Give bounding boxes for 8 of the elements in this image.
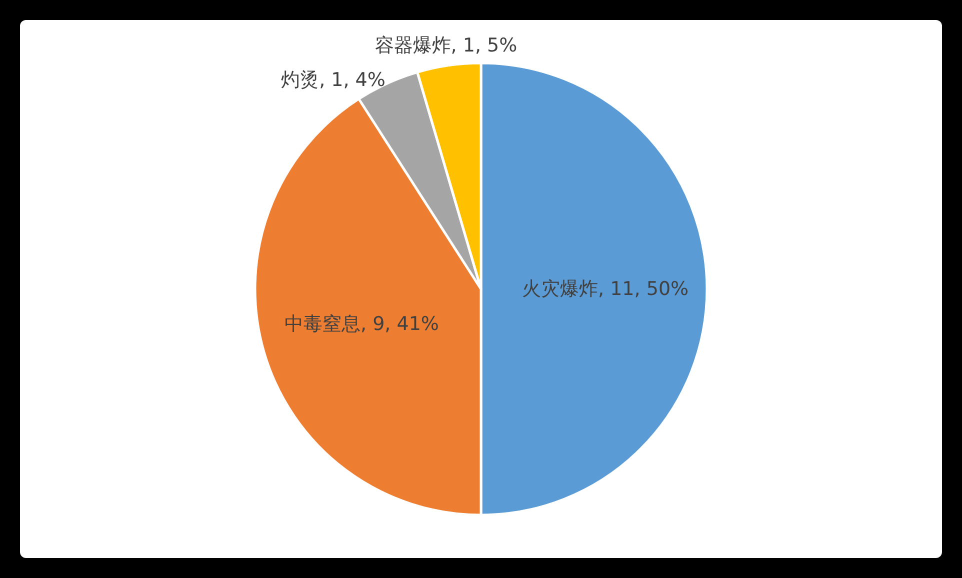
slice-label: 灼烫 <box>281 68 320 91</box>
slice-label: 中毒窒息 <box>284 313 360 336</box>
data-label: , 9, 41% <box>360 313 439 336</box>
data-label: , 1, 5% <box>450 34 518 57</box>
data-label: , 11, 50% <box>598 278 689 300</box>
slice-label: 火灾爆炸 <box>522 278 598 300</box>
data-label: , 1, 4% <box>319 68 386 91</box>
slice-label: 容器爆炸 <box>374 34 451 57</box>
